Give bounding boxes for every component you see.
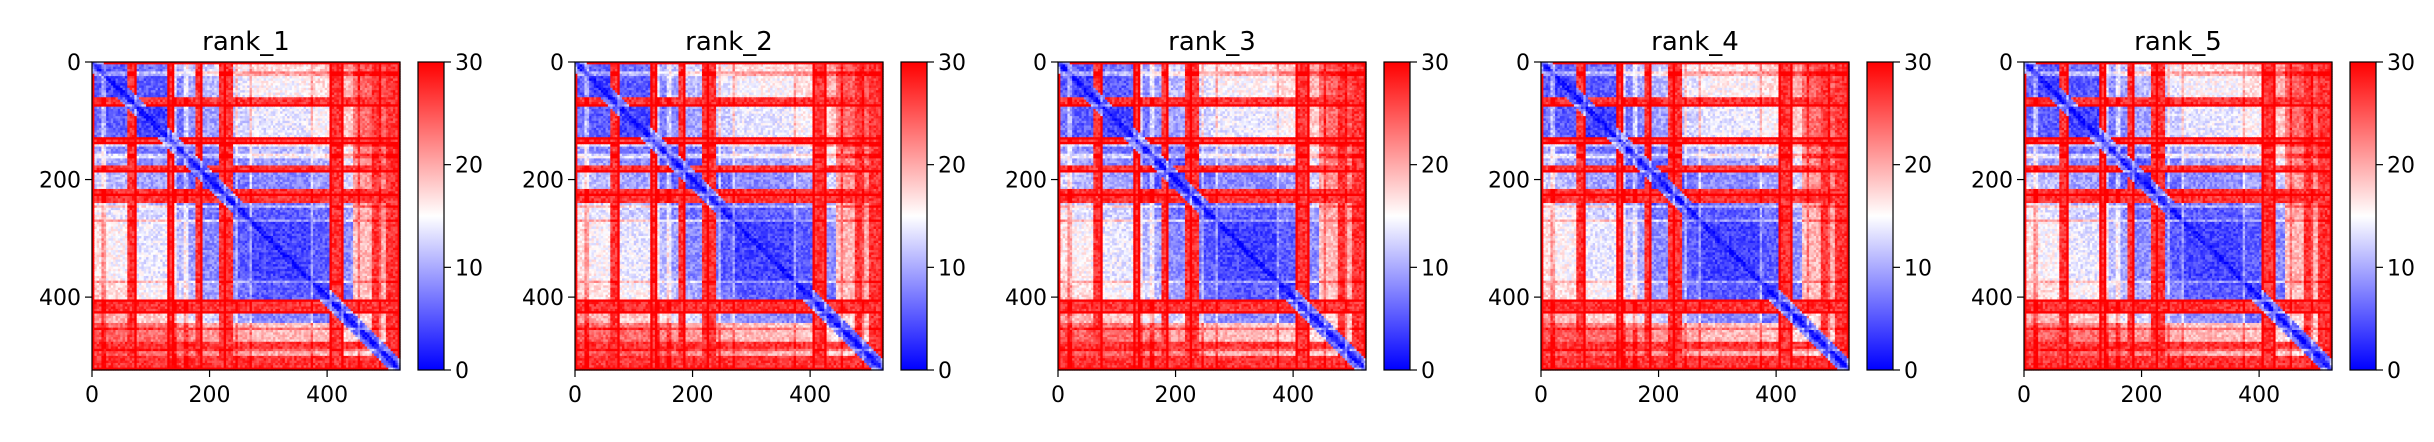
heatmap-cells xyxy=(92,62,401,371)
